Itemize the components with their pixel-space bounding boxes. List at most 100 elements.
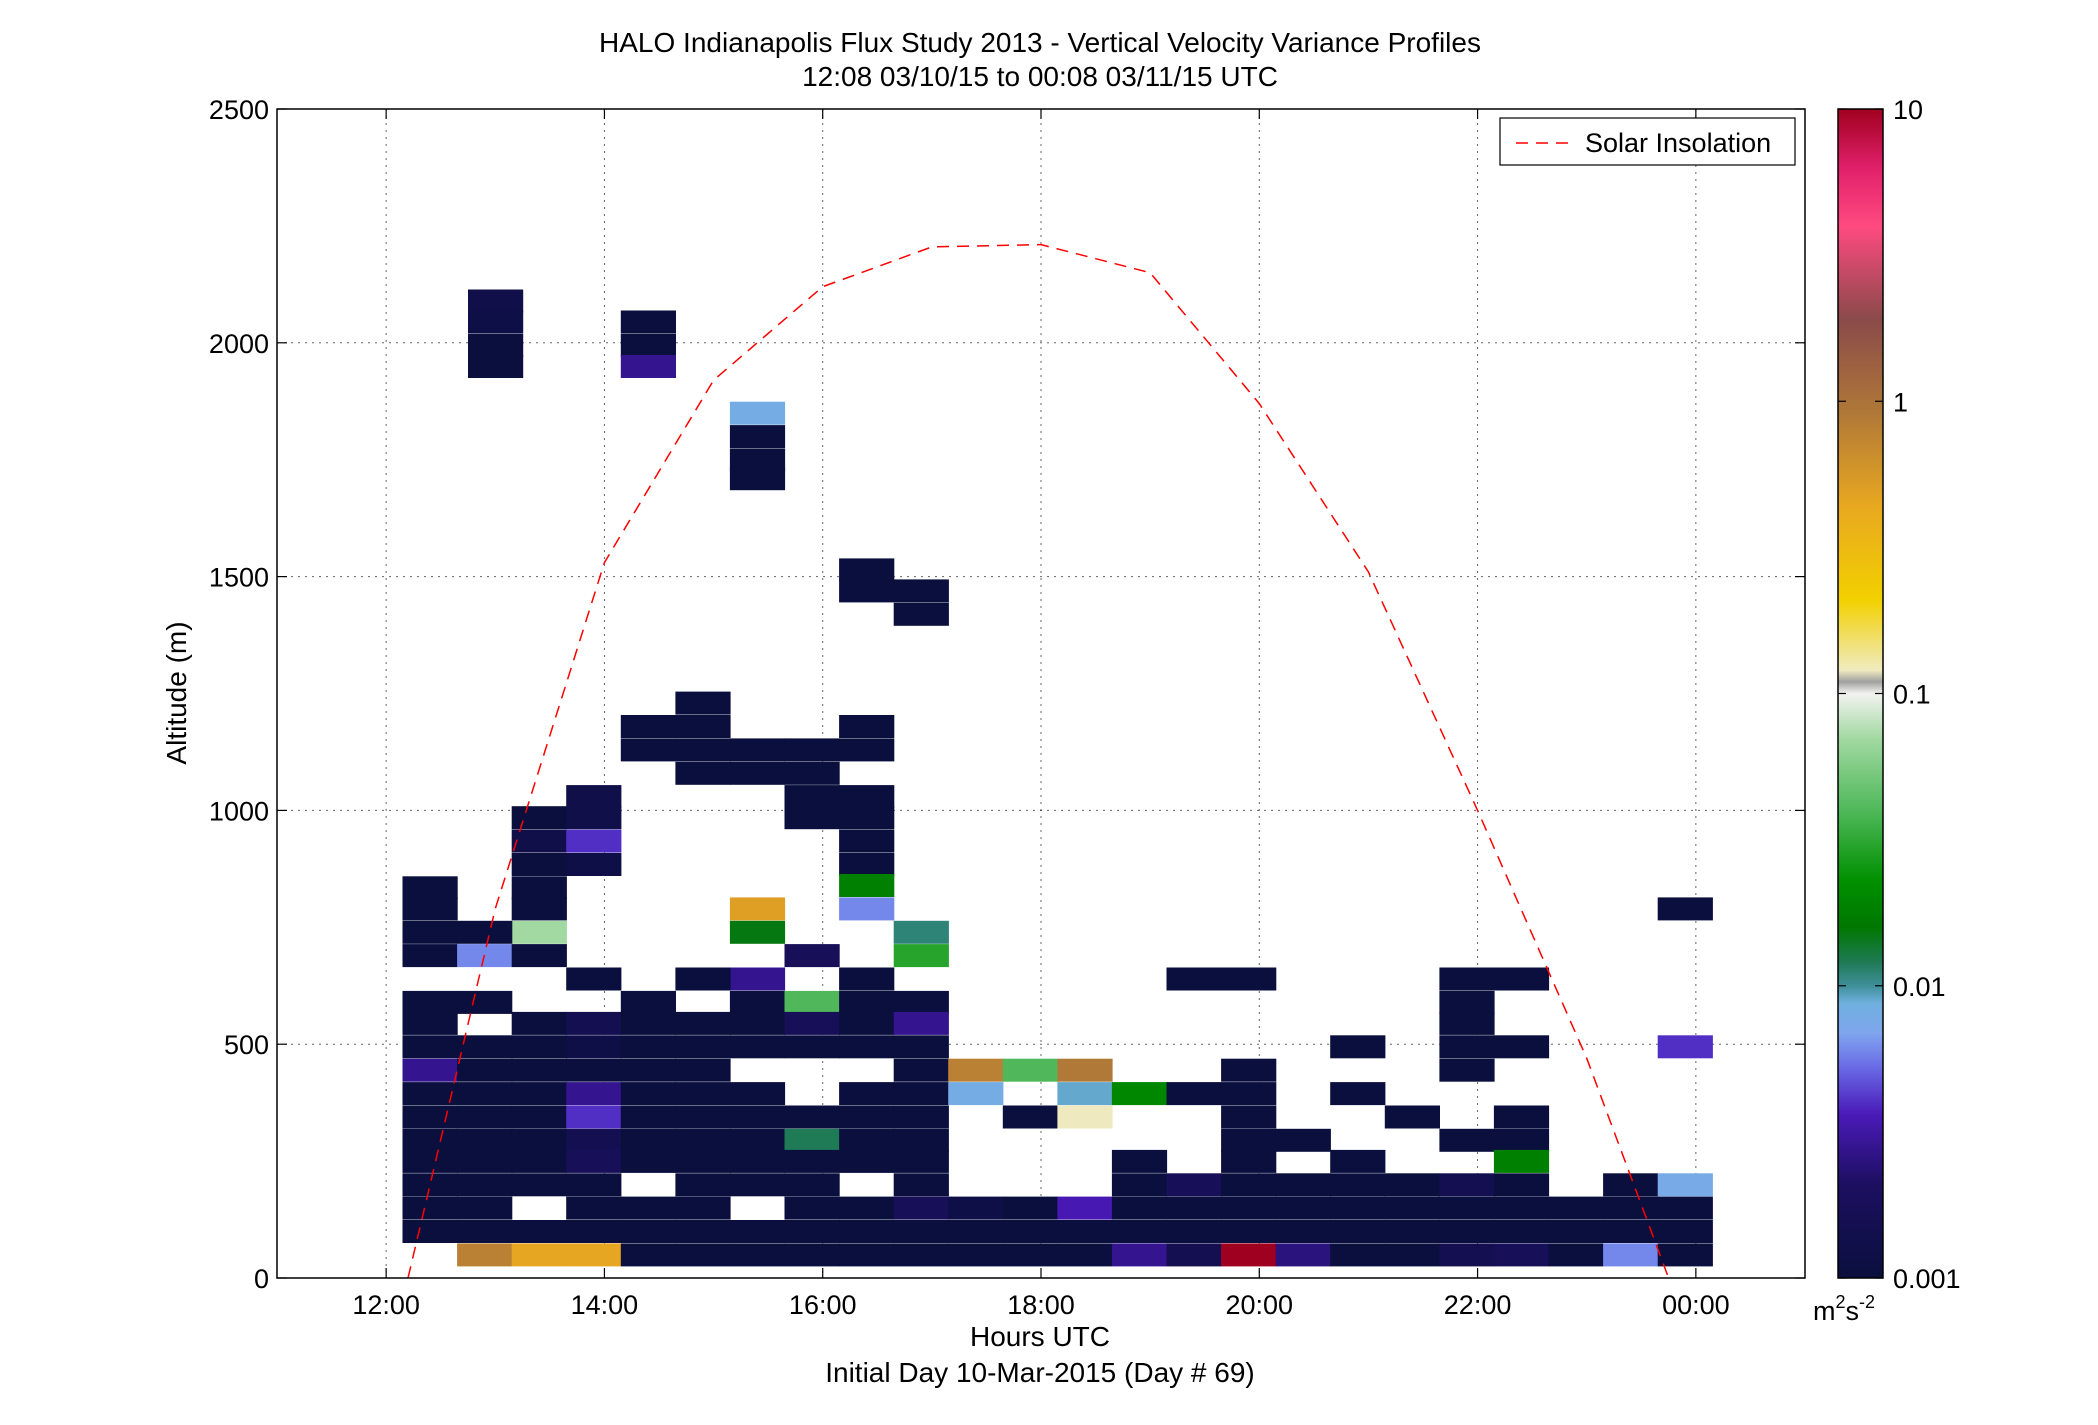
heatmap-cell [1493, 1196, 1550, 1220]
heatmap-cell [675, 1105, 731, 1129]
heatmap-cell [839, 806, 895, 830]
heatmap-cell [675, 1128, 731, 1152]
heatmap-cell [566, 853, 622, 876]
heatmap-cell [893, 602, 949, 626]
colorbar: 0.001 0.01 0.1 1 10 m2s-2 [1813, 95, 1961, 1326]
colorbar-unit: m2s-2 [1813, 1292, 1875, 1326]
heatmap-cell [1111, 1196, 1168, 1220]
heatmap-cell [620, 1105, 676, 1129]
heatmap-cell [457, 1105, 513, 1129]
heatmap-cell [675, 1035, 731, 1059]
heatmap-cell [620, 990, 676, 1014]
heatmap-cell [839, 715, 895, 738]
colorbar-ticks: 0.001 0.01 0.1 1 10 [1838, 95, 1961, 1294]
x-tick-label: 22:00 [1444, 1290, 1512, 1320]
heatmap-cell [1275, 1243, 1331, 1267]
heatmap-cell [1548, 1243, 1604, 1267]
heatmap-cell [784, 738, 840, 762]
heatmap-cell [839, 1220, 895, 1243]
heatmap-cell [1330, 1173, 1386, 1197]
heatmap-cell [1002, 1196, 1058, 1220]
heatmap-cell [729, 425, 786, 449]
colorbar-unit-exp1: 2 [1836, 1292, 1846, 1312]
x-axis-label: Hours UTC [970, 1321, 1110, 1352]
heatmap-cell [893, 1035, 949, 1059]
heatmap-cell [948, 1220, 1004, 1243]
heatmap-cell [1439, 1128, 1495, 1152]
heatmap-cell [729, 920, 786, 944]
heatmap-cell [457, 1128, 513, 1152]
heatmap-cell [402, 944, 458, 968]
heatmap-cell [839, 1196, 895, 1220]
heatmap-cell [675, 1243, 731, 1267]
heatmap-cell [457, 1243, 513, 1267]
heatmap-cell [784, 1243, 840, 1267]
heatmap-cell [457, 1220, 513, 1243]
heatmap-cell [784, 1149, 840, 1173]
heatmap-cell [1439, 1011, 1495, 1035]
heatmap-cell [511, 1128, 567, 1152]
heatmap-cell [729, 401, 786, 425]
heatmap-cell [1330, 1220, 1386, 1243]
heatmap-cell [402, 1035, 458, 1059]
heatmap-cell [1330, 1243, 1386, 1267]
heatmap-cell [675, 691, 731, 715]
y-tick-label: 2000 [209, 329, 269, 359]
heatmap-cell [1493, 1220, 1550, 1243]
y-axis-label: Altitude (m) [161, 621, 192, 764]
heatmap-cell [1166, 1082, 1222, 1106]
heatmap-cell [784, 761, 840, 785]
heatmap-cell [457, 1035, 513, 1059]
heatmap-cell [1111, 1173, 1168, 1197]
heatmap-cell [1330, 1196, 1386, 1220]
heatmap-cell [511, 1220, 567, 1243]
heatmap-cell [1657, 1220, 1713, 1243]
heatmap-cell [839, 558, 895, 582]
heatmap-cell [566, 1128, 622, 1152]
heatmap-cell [566, 1058, 622, 1082]
heatmap-cell [620, 715, 676, 738]
heatmap-cell [1221, 1220, 1277, 1243]
heatmap-cell [948, 1243, 1004, 1267]
heatmap-cell [1330, 1082, 1386, 1106]
heatmap-cell [1111, 1149, 1168, 1173]
heatmap-cell [784, 1128, 840, 1152]
x-tick-label: 20:00 [1225, 1290, 1293, 1320]
heatmap-cell [839, 1243, 895, 1267]
heatmap-cell [1166, 1196, 1222, 1220]
legend: Solar Insolation [1499, 117, 1796, 166]
heatmap-cell [511, 1035, 567, 1059]
x-axis-ticks: 12:00 14:00 16:00 18:00 20:00 22:00 00:00 [352, 109, 1730, 1320]
heatmap-cell [1166, 1243, 1222, 1267]
heatmap-cell [566, 1082, 622, 1106]
heatmap-cell [1439, 990, 1495, 1014]
heatmap-cell [1493, 1173, 1550, 1197]
heatmap-cell [729, 761, 786, 785]
heatmap-cell [1221, 1149, 1277, 1173]
heatmap-cell [1493, 1243, 1550, 1267]
heatmap-cell [457, 1173, 513, 1197]
heatmap-cell [1057, 1105, 1113, 1129]
colorbar-tick-label: 0.001 [1893, 1264, 1961, 1294]
heatmap-cell [1330, 1035, 1386, 1059]
heatmap-cell [839, 829, 895, 853]
chart-title: HALO Indianapolis Flux Study 2013 - Vert… [599, 27, 1481, 58]
heatmap-cell [784, 1011, 840, 1035]
heatmap-cell [511, 1149, 567, 1173]
heatmap-cell [1221, 1128, 1277, 1152]
heatmap-cell [839, 579, 895, 603]
heatmap-cell [457, 1149, 513, 1173]
heatmap-cell [675, 1082, 731, 1106]
heatmap-cell [1603, 1243, 1659, 1267]
heatmap-cell [511, 920, 567, 944]
heatmap-cell [511, 1058, 567, 1082]
heatmap-cell [729, 1173, 786, 1197]
heatmap-cell [893, 944, 949, 968]
heatmap-cell [1111, 1220, 1168, 1243]
heatmap-cell [1493, 1149, 1550, 1173]
heatmap-cell [402, 920, 458, 944]
heatmap-cell [839, 990, 895, 1014]
heatmap-cell [1221, 1105, 1277, 1129]
heatmap-cell [893, 579, 949, 603]
heatmap-cell [402, 990, 458, 1014]
